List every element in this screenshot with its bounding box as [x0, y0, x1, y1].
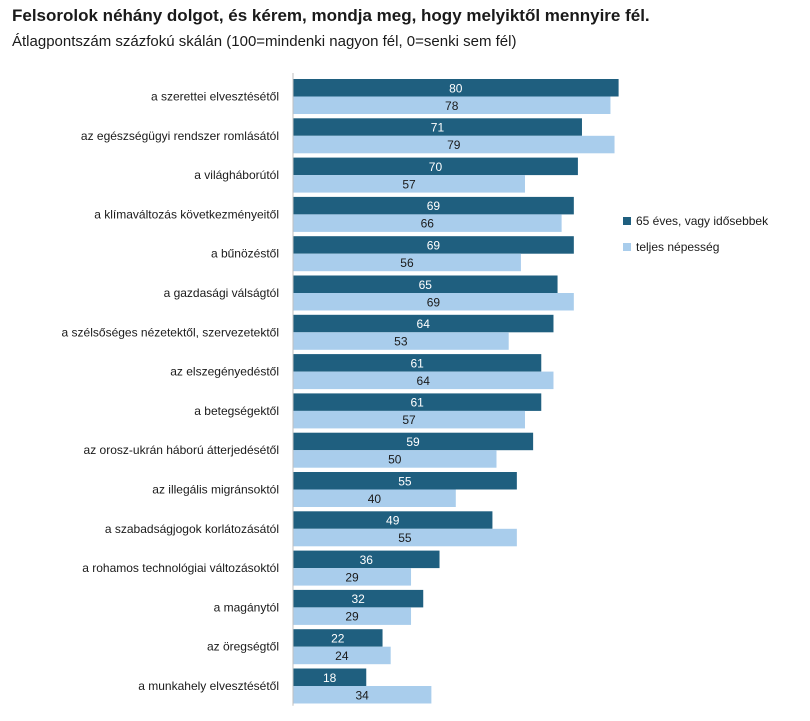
bar-total-population: [293, 293, 574, 311]
bar-total-population: [293, 450, 497, 468]
bar-65-plus: [293, 275, 558, 293]
category-label: az elszegényedéstől: [170, 365, 279, 379]
legend-swatch: [623, 217, 631, 225]
data-label: 55: [398, 531, 412, 545]
data-label: 50: [388, 452, 402, 466]
bar-total-population: [293, 410, 525, 429]
data-label: 34: [356, 688, 370, 702]
bar-total-population: [293, 253, 521, 272]
category-label: az orosz-ukrán háború átterjedésétől: [84, 443, 279, 457]
bar-65-plus: [293, 589, 424, 608]
data-label: 57: [402, 413, 416, 427]
data-label: 61: [410, 396, 424, 410]
data-label: 71: [431, 121, 445, 135]
category-label: a gazdasági válságtól: [164, 286, 279, 300]
bar-65-plus: [293, 393, 542, 411]
data-label: 78: [445, 99, 459, 113]
data-label: 56: [400, 256, 414, 270]
data-label: 57: [402, 177, 416, 191]
chart-subtitle: Átlagpontszám százfokú skálán (100=minde…: [12, 33, 517, 50]
chart-title: Felsorolok néhány dolgot, és kérem, mond…: [12, 6, 650, 25]
category-label: a szerettei elvesztésétől: [151, 90, 279, 104]
data-label: 24: [335, 649, 349, 663]
data-label: 32: [351, 592, 365, 606]
data-label: 61: [410, 356, 424, 370]
category-label: a rohamos technológiai változásoktól: [82, 561, 279, 575]
bar-65-plus: [293, 314, 554, 333]
bar-total-population: [293, 96, 611, 114]
data-label: 22: [331, 631, 345, 645]
category-labels-group: a szerettei elvesztésétől az egészségügyi…: [62, 90, 279, 694]
bar-65-plus: [293, 472, 517, 490]
bar-65-plus: [293, 157, 578, 176]
category-label: a szélsőséges nézetektől, szervezetektől: [62, 325, 279, 339]
bar-65-plus: [293, 432, 534, 451]
bar-total-population: [293, 528, 517, 547]
data-label: 55: [398, 474, 412, 488]
bar-total-population: [293, 214, 562, 232]
category-label: a szabadságjogok korlátozásától: [105, 522, 279, 536]
legend-swatch: [623, 243, 631, 251]
category-label: a betegségektől: [194, 404, 279, 418]
data-label: 79: [447, 138, 461, 152]
data-label: 64: [417, 374, 431, 388]
legend: 65 éves, vagy idősebbek teljes népesség: [623, 214, 769, 254]
legend-entry: 65 éves, vagy idősebbek: [636, 214, 769, 228]
bar-total-population: [293, 371, 554, 390]
bar-65-plus: [293, 196, 574, 215]
bar-total-population: [293, 332, 509, 350]
bar-65-plus: [293, 354, 542, 372]
bar-65-plus: [293, 79, 619, 97]
legend-entry: teljes népesség: [636, 240, 719, 254]
bar-65-plus: [293, 511, 493, 529]
category-label: az öregségtől: [207, 640, 279, 654]
category-label: a világháborútól: [194, 168, 279, 182]
data-label: 64: [417, 317, 431, 331]
data-label: 65: [419, 278, 433, 292]
data-label: 80: [449, 81, 463, 95]
data-label: 66: [421, 217, 435, 231]
data-label: 36: [360, 553, 374, 567]
category-label: a munkahely elvesztésétől: [138, 679, 279, 693]
data-label: 29: [345, 610, 359, 624]
category-label: a klímaváltozás következményeitől: [94, 207, 279, 221]
bar-total-population: [293, 135, 615, 154]
bar-total-population: [293, 646, 391, 665]
data-label: 53: [394, 335, 408, 349]
bar-total-population: [293, 568, 412, 586]
data-label: 69: [427, 199, 441, 213]
data-label: 69: [427, 295, 441, 309]
data-label: 69: [427, 238, 441, 252]
data-label: 29: [345, 570, 359, 584]
data-label: 49: [386, 514, 400, 528]
bar-65-plus: [293, 118, 582, 136]
category-label: az illegális migránsoktól: [152, 483, 279, 497]
data-label: 18: [323, 671, 337, 685]
category-label: a bűnözéstől: [211, 247, 279, 261]
data-label: 59: [406, 435, 420, 449]
bar-total-population: [293, 686, 432, 704]
bars-group: 8078717970576966695665696453616461575950…: [293, 79, 619, 704]
bar-65-plus: [293, 629, 383, 647]
category-label: a magánytól: [214, 600, 279, 614]
bar-total-population: [293, 175, 525, 193]
bar-65-plus: [293, 236, 574, 254]
bar-65-plus: [293, 668, 367, 686]
bar-total-population: [293, 489, 456, 507]
data-label: 40: [368, 492, 382, 506]
data-label: 70: [429, 160, 443, 174]
category-label: az egészségügyi rendszer romlásától: [81, 129, 279, 143]
bar-total-population: [293, 607, 412, 625]
bar-65-plus: [293, 550, 440, 569]
